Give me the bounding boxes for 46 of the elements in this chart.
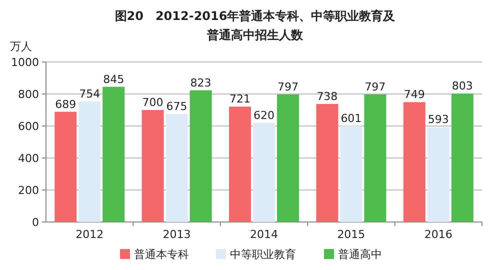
- bar: [54, 112, 77, 222]
- x-tick-label: 2012: [76, 228, 104, 241]
- bar: [190, 90, 212, 222]
- bar: [316, 104, 338, 222]
- data-label: 754: [79, 87, 100, 100]
- x-tick-label: 2015: [337, 228, 366, 241]
- y-tick-label: 800: [18, 88, 39, 101]
- chart-title: 图20 2012-2016年普通本专科、中等职业教育及普通高中招生人数: [114, 9, 396, 42]
- data-label: 749: [404, 88, 425, 102]
- bar: [229, 106, 251, 222]
- data-label: 620: [254, 108, 274, 122]
- data-label: 675: [166, 100, 188, 113]
- bar: [166, 114, 188, 222]
- y-tick-label: 400: [18, 152, 39, 165]
- bar: [78, 101, 101, 222]
- data-label: 700: [142, 96, 164, 109]
- bar: [340, 126, 362, 222]
- data-label: 601: [340, 112, 362, 125]
- bar: [253, 122, 275, 222]
- data-label: 803: [452, 80, 473, 93]
- y-axis-title: 万人: [10, 40, 32, 53]
- data-label: 823: [190, 76, 212, 90]
- legend-label: 普通本专科: [134, 248, 189, 261]
- data-label: 721: [230, 92, 250, 106]
- bar: [102, 86, 125, 222]
- y-tick-label: 0: [32, 216, 39, 229]
- y-tick-label: 600: [18, 120, 39, 133]
- data-label: 593: [428, 113, 449, 126]
- data-label: 845: [103, 72, 124, 86]
- data-label: 689: [55, 98, 76, 111]
- y-tick-label: 200: [18, 184, 39, 197]
- bar: [427, 127, 450, 222]
- bar: [403, 102, 426, 222]
- bar: [364, 94, 386, 222]
- data-label: 797: [364, 80, 386, 94]
- legend-label: 普通高中: [338, 248, 382, 261]
- data-label: 797: [278, 80, 298, 94]
- x-tick-label: 2014: [250, 228, 278, 241]
- bar: [451, 94, 474, 222]
- x-tick-label: 2016: [424, 228, 452, 241]
- y-tick-label: 1000: [11, 56, 39, 69]
- bar: [142, 110, 164, 222]
- legend-label: 中等职业教育: [230, 248, 296, 261]
- data-label: 738: [316, 90, 338, 103]
- bar: [277, 94, 299, 222]
- x-tick-label: 2013: [162, 228, 191, 241]
